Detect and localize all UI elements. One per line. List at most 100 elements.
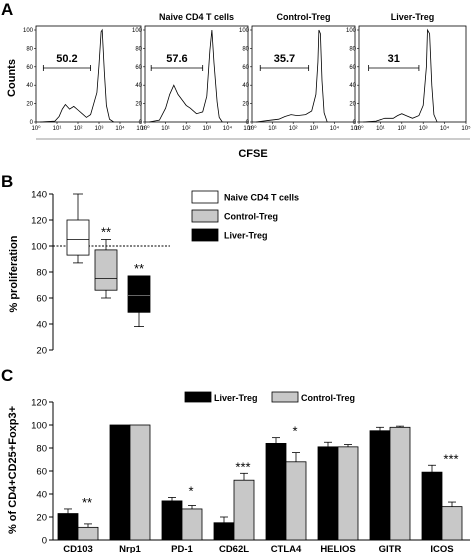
box xyxy=(66,219,90,256)
y-tick-label: 40 xyxy=(349,83,356,89)
x-tick-label: 10⁴ xyxy=(440,125,450,132)
significance-marker: * xyxy=(292,424,297,439)
y-tick-label: 0 xyxy=(42,536,47,547)
histogram-frame xyxy=(144,25,249,123)
gate-percentage: 31 xyxy=(388,53,400,65)
y-tick-label: 40 xyxy=(26,83,33,89)
x-tick-label: 10⁵ xyxy=(461,125,471,132)
bar xyxy=(441,506,463,541)
y-tick-label: 0 xyxy=(30,120,34,126)
x-tick-label: 10⁰ xyxy=(31,125,41,132)
x-tick-label: 10¹ xyxy=(161,126,170,132)
panel-a-xlabel: CFSE xyxy=(238,148,267,160)
bar xyxy=(213,522,235,541)
bar xyxy=(57,513,79,541)
panel-c-ylabel: % of CD4+CD25+Foxp3+ xyxy=(7,406,19,534)
y-tick-label: 60 xyxy=(36,467,47,478)
y-tick-label: 120 xyxy=(31,398,47,409)
legend-label: Liver-Treg xyxy=(224,231,268,241)
x-tick-label: 10⁰ xyxy=(354,125,364,132)
histogram-frame xyxy=(35,25,142,123)
x-tick-label: 10² xyxy=(289,126,298,132)
bar xyxy=(389,426,411,541)
panel-label-c: C xyxy=(1,366,13,385)
category-label: Nrp1 xyxy=(119,544,141,553)
y-tick-label: 60 xyxy=(36,294,47,305)
x-tick-label: 10² xyxy=(182,126,191,132)
significance-marker: ** xyxy=(134,261,144,276)
bar xyxy=(233,479,255,541)
y-tick-label: 0 xyxy=(139,120,143,126)
significance-marker: * xyxy=(188,483,193,498)
gate-percentage: 50.2 xyxy=(56,53,77,65)
y-tick-label: 20 xyxy=(36,346,47,357)
y-tick-label: 100 xyxy=(132,28,143,34)
y-tick-label: 0 xyxy=(353,120,357,126)
x-tick-label: 10³ xyxy=(202,126,211,132)
significance-marker: ** xyxy=(82,495,92,510)
histogram-panel: 10⁰ 10¹ 10² 10³ 10⁴ 10⁵02040608010050.2Naive … xyxy=(23,12,471,132)
x-tick-label: 10⁵ xyxy=(243,125,253,132)
bar xyxy=(109,424,131,541)
significance-marker: ** xyxy=(101,225,111,240)
histogram-frame xyxy=(358,25,467,123)
bar xyxy=(337,446,359,541)
x-tick-label: 10² xyxy=(74,126,83,132)
y-tick-label: 100 xyxy=(239,28,250,34)
y-tick-label: 40 xyxy=(242,83,249,89)
y-tick-label: 20 xyxy=(349,102,356,108)
significance-marker: *** xyxy=(235,459,250,474)
bar xyxy=(285,461,307,541)
x-tick-label: 10⁴ xyxy=(223,125,233,132)
panel-label-a: A xyxy=(1,0,13,19)
bar xyxy=(317,446,339,541)
legend-swatch xyxy=(184,391,212,403)
y-tick-label: 80 xyxy=(135,46,142,52)
x-tick-label: 10⁴ xyxy=(115,125,125,132)
histogram-title: Naive CD4 T cells xyxy=(159,12,234,22)
histogram-title: Liver-Treg xyxy=(391,12,435,22)
y-tick-label: 20 xyxy=(26,102,33,108)
x-tick-label: 10³ xyxy=(95,126,104,132)
category-label: CD103 xyxy=(63,544,93,553)
bar xyxy=(369,430,391,541)
legend-swatch xyxy=(271,391,299,403)
histogram-curve xyxy=(40,28,114,123)
bar xyxy=(181,508,203,541)
category-label: GITR xyxy=(379,544,402,553)
y-tick-label: 0 xyxy=(246,120,250,126)
histogram-title: Control-Treg xyxy=(277,12,331,22)
category-label: CD62L xyxy=(219,544,249,553)
histogram-curve xyxy=(363,28,438,123)
bar xyxy=(77,526,99,541)
box xyxy=(127,275,151,313)
legend-label: Liver-Treg xyxy=(214,393,258,403)
legend-label: Control-Treg xyxy=(301,393,355,403)
x-tick-label: 10² xyxy=(397,126,406,132)
y-tick-label: 20 xyxy=(242,102,249,108)
x-tick-label: 10⁰ xyxy=(140,125,150,132)
legend-swatch xyxy=(191,209,219,223)
x-tick-label: 10³ xyxy=(309,126,318,132)
y-tick-label: 120 xyxy=(31,216,47,227)
category-label: ICOS xyxy=(430,544,453,553)
legend-swatch xyxy=(191,190,219,204)
y-tick-label: 40 xyxy=(135,83,142,89)
y-tick-label: 80 xyxy=(36,268,47,279)
histogram-frame xyxy=(251,25,356,123)
x-tick-label: 10⁰ xyxy=(247,125,257,132)
y-tick-label: 80 xyxy=(26,46,33,52)
y-tick-label: 140 xyxy=(31,190,47,201)
x-tick-label: 10³ xyxy=(419,126,428,132)
y-tick-label: 60 xyxy=(349,65,356,71)
y-tick-label: 100 xyxy=(23,28,34,34)
x-tick-label: 10⁵ xyxy=(350,125,360,132)
y-tick-label: 40 xyxy=(36,320,47,331)
gate-percentage: 57.6 xyxy=(166,53,187,65)
panel-label-b: B xyxy=(1,172,13,191)
category-label: PD-1 xyxy=(171,544,193,553)
bar xyxy=(129,424,151,541)
x-tick-label: 10¹ xyxy=(53,126,62,132)
y-tick-label: 100 xyxy=(31,421,47,432)
histogram-curve xyxy=(256,29,328,123)
